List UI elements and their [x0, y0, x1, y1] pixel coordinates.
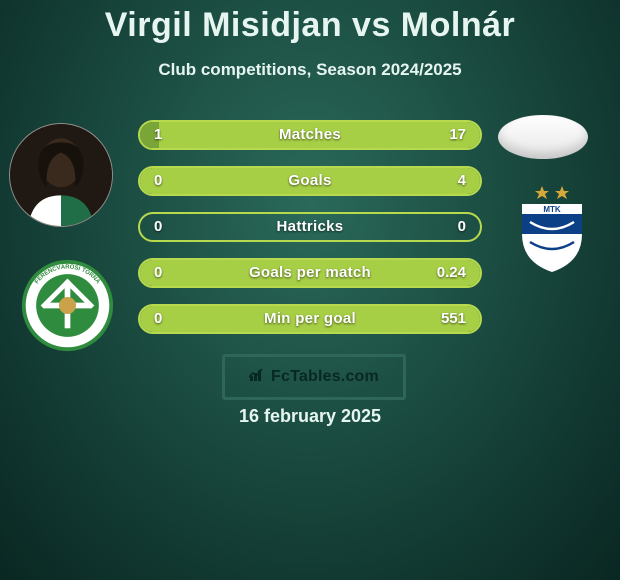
- svg-text:MTK: MTK: [543, 205, 561, 214]
- comparison-title: Virgil Misidjan vs Molnár: [0, 6, 620, 45]
- comparison-date: 16 february 2025: [0, 406, 620, 427]
- stat-value-right: 551: [441, 306, 466, 332]
- stat-label: Hattricks: [140, 214, 480, 240]
- stat-row: 0Goals4: [138, 166, 482, 196]
- watermark-text: FcTables.com: [271, 368, 379, 386]
- stat-value-right: 0.24: [437, 260, 466, 286]
- stat-value-right: 0: [458, 214, 466, 240]
- player-right-avatar: [498, 115, 588, 159]
- stat-row: 0Goals per match0.24: [138, 258, 482, 288]
- stat-label: Min per goal: [140, 306, 480, 332]
- stat-value-right: 17: [449, 122, 466, 148]
- club-left-badge: FERENCVÁROSI TORNA: [20, 258, 115, 353]
- stat-label: Matches: [140, 122, 480, 148]
- stat-label: Goals: [140, 168, 480, 194]
- season-subtitle: Club competitions, Season 2024/2025: [0, 60, 620, 80]
- club-right-badge: MTK: [502, 178, 602, 278]
- stat-rows-container: 1Matches170Goals40Hattricks00Goals per m…: [138, 120, 482, 350]
- stat-row: 1Matches17: [138, 120, 482, 150]
- watermark-box: FcTables.com: [222, 354, 406, 400]
- chart-icon: [249, 368, 267, 387]
- stat-row: 0Min per goal551: [138, 304, 482, 334]
- stat-label: Goals per match: [140, 260, 480, 286]
- stat-row: 0Hattricks0: [138, 212, 482, 242]
- player-left-avatar: [9, 123, 113, 227]
- stat-value-right: 4: [458, 168, 466, 194]
